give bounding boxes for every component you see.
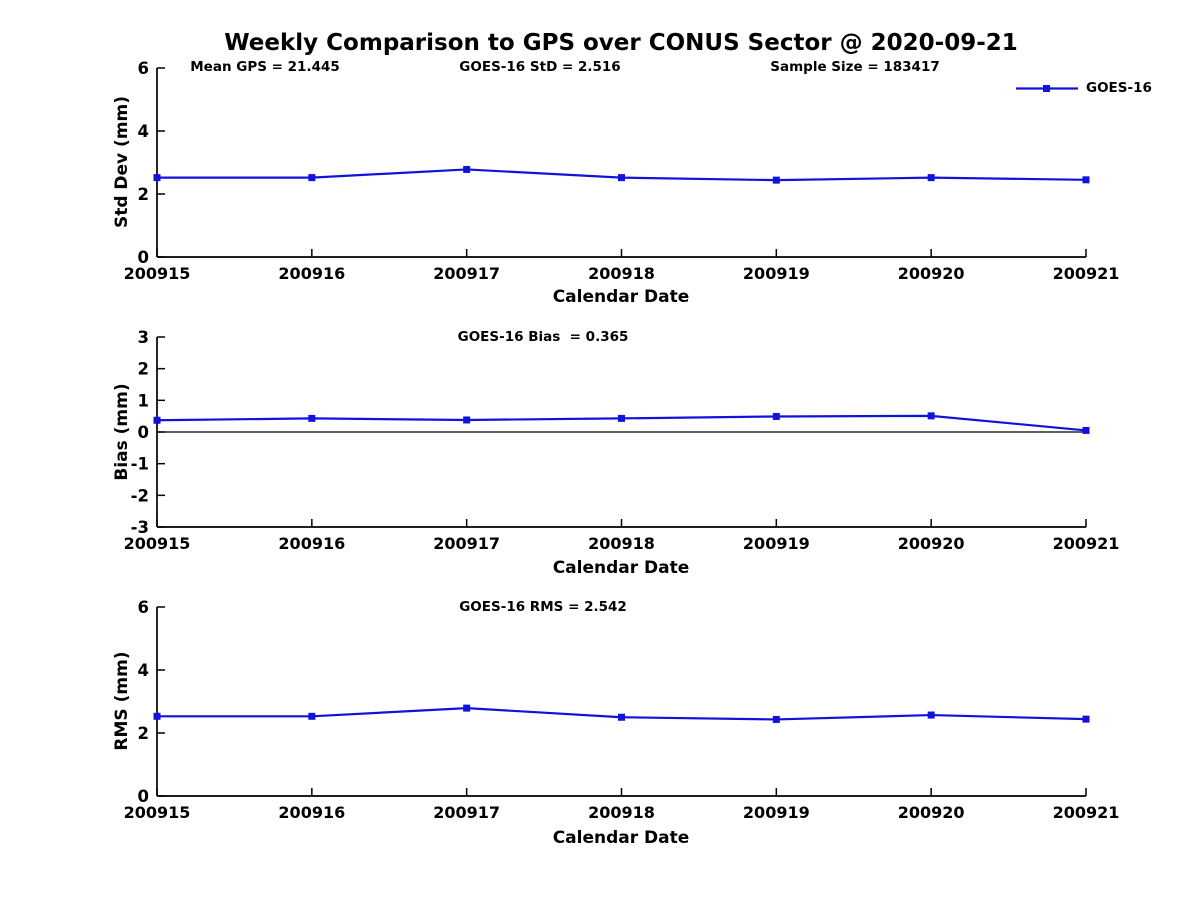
data-point — [772, 715, 780, 723]
data-point — [772, 412, 780, 420]
rms-annotation: GOES-16 RMS = 2.542 — [459, 599, 627, 615]
legend-label: GOES-16 — [1086, 80, 1152, 96]
data-point — [1082, 426, 1090, 434]
chart-0: 0 2 4 6 200915 200916 200917 200918 200919 200920… — [124, 59, 1120, 283]
svg-text:200918: 200918 — [588, 534, 655, 553]
svg-text:200915: 200915 — [124, 803, 191, 822]
svg-text:200920: 200920 — [898, 264, 965, 283]
svg-text:200917: 200917 — [433, 803, 500, 822]
svg-text:-3: -3 — [131, 518, 149, 537]
ylabel-bias: Bias (mm) — [112, 383, 132, 481]
svg-text:2: 2 — [138, 724, 149, 743]
data-point — [618, 174, 625, 182]
svg-text:0: 0 — [138, 248, 149, 267]
legend: GOES-16 — [1016, 80, 1152, 96]
bias-annotation: GOES-16 Bias = 0.365 — [457, 329, 629, 345]
chart-1: -3 -2 -1 0 1 2 3 200915 200916 200917 200918 200919… — [124, 328, 1120, 553]
svg-text:200919: 200919 — [743, 803, 810, 822]
svg-text:200919: 200919 — [743, 264, 810, 283]
data-point — [308, 414, 316, 422]
stat-goes16-std: GOES-16 StD = 2.516 — [459, 59, 621, 75]
data-point — [927, 174, 935, 182]
stat-mean-gps: Mean GPS = 21.445 — [190, 59, 340, 75]
ylabel-rms: RMS (mm) — [112, 651, 132, 751]
svg-text:200920: 200920 — [898, 803, 965, 822]
legend-line-marker-icon — [1016, 84, 1078, 92]
figure-title: Weekly Comparison to GPS over CONUS Sect… — [224, 30, 1018, 56]
data-point — [308, 174, 316, 182]
svg-text:200915: 200915 — [124, 534, 191, 553]
data-point — [618, 713, 625, 721]
svg-text:2: 2 — [138, 185, 149, 204]
svg-text:0: 0 — [138, 423, 149, 442]
svg-text:4: 4 — [138, 661, 149, 680]
svg-text:200915: 200915 — [124, 264, 191, 283]
data-point — [618, 414, 625, 422]
svg-text:200916: 200916 — [278, 534, 345, 553]
svg-text:6: 6 — [138, 59, 149, 78]
svg-text:-2: -2 — [131, 486, 149, 505]
svg-text:200921: 200921 — [1053, 803, 1120, 822]
svg-text:3: 3 — [138, 328, 149, 347]
data-point — [153, 712, 161, 720]
svg-text:200917: 200917 — [433, 534, 500, 553]
ylabel-std-dev: Std Dev (mm) — [112, 95, 132, 229]
data-point — [463, 165, 471, 173]
svg-text:200920: 200920 — [898, 534, 965, 553]
data-point — [927, 711, 935, 719]
xlabel-calendar-date-2: Calendar Date — [552, 558, 690, 578]
svg-text:4: 4 — [138, 122, 149, 141]
svg-text:200921: 200921 — [1053, 264, 1120, 283]
svg-text:6: 6 — [138, 598, 149, 617]
data-point — [153, 174, 161, 182]
svg-text:1: 1 — [138, 391, 149, 410]
data-point — [772, 176, 780, 184]
stat-sample-size: Sample Size = 183417 — [770, 59, 940, 75]
svg-text:-1: -1 — [131, 455, 149, 474]
svg-text:200916: 200916 — [278, 264, 345, 283]
svg-text:200918: 200918 — [588, 264, 655, 283]
data-point — [927, 412, 935, 420]
xlabel-calendar-date-1: Calendar Date — [552, 287, 690, 307]
xlabel-calendar-date-3: Calendar Date — [552, 828, 690, 848]
svg-text:200921: 200921 — [1053, 534, 1120, 553]
data-point — [1082, 176, 1090, 184]
chart-2: 0 2 4 6 200915 200916 200917 200918 200919 200920… — [124, 598, 1120, 822]
data-point — [463, 704, 471, 712]
svg-text:200917: 200917 — [433, 264, 500, 283]
data-point — [308, 712, 316, 720]
svg-text:2: 2 — [138, 360, 149, 379]
svg-text:200919: 200919 — [743, 534, 810, 553]
data-point — [1082, 715, 1090, 723]
svg-text:200916: 200916 — [278, 803, 345, 822]
data-point — [153, 416, 161, 424]
svg-text:200918: 200918 — [588, 803, 655, 822]
data-point — [463, 416, 471, 424]
svg-text:0: 0 — [138, 787, 149, 806]
